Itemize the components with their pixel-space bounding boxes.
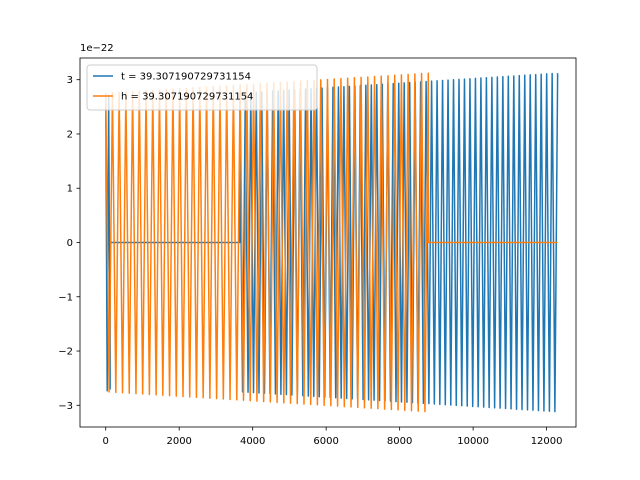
series-line-2 — [104, 72, 558, 413]
y-tick-label: −3 — [58, 401, 73, 412]
x-tick-label: 10000 — [457, 436, 489, 447]
y-axis: −3 −2 −1 0 1 2 3 — [58, 75, 80, 412]
y-tick-label: 3 — [67, 75, 73, 86]
legend-label-1: t = 39.307190729731154 — [121, 72, 251, 83]
y-tick-label: 2 — [67, 129, 73, 140]
legend: t = 39.307190729731154 h = 39.30719072973… — [86, 64, 318, 111]
x-tick-label: 12000 — [531, 436, 563, 447]
y-scale-offset-label: 1e−22 — [80, 43, 114, 54]
y-tick-label: 1 — [67, 184, 73, 195]
x-tick-label: 4000 — [240, 436, 265, 447]
series-layer — [104, 72, 559, 413]
x-tick-label: 6000 — [313, 436, 338, 447]
y-tick-label: −2 — [58, 347, 73, 358]
y-tick-label: 0 — [67, 238, 73, 249]
legend-label-2: h = 39.307190729731154 — [121, 92, 253, 103]
x-tick-label: 2000 — [166, 436, 191, 447]
x-axis: 0 2000 4000 6000 8000 10000 12000 — [103, 427, 563, 447]
x-tick-label: 8000 — [387, 436, 412, 447]
y-tick-label: −1 — [58, 292, 73, 303]
x-tick-label: 0 — [103, 436, 109, 447]
legend-box — [86, 64, 318, 111]
